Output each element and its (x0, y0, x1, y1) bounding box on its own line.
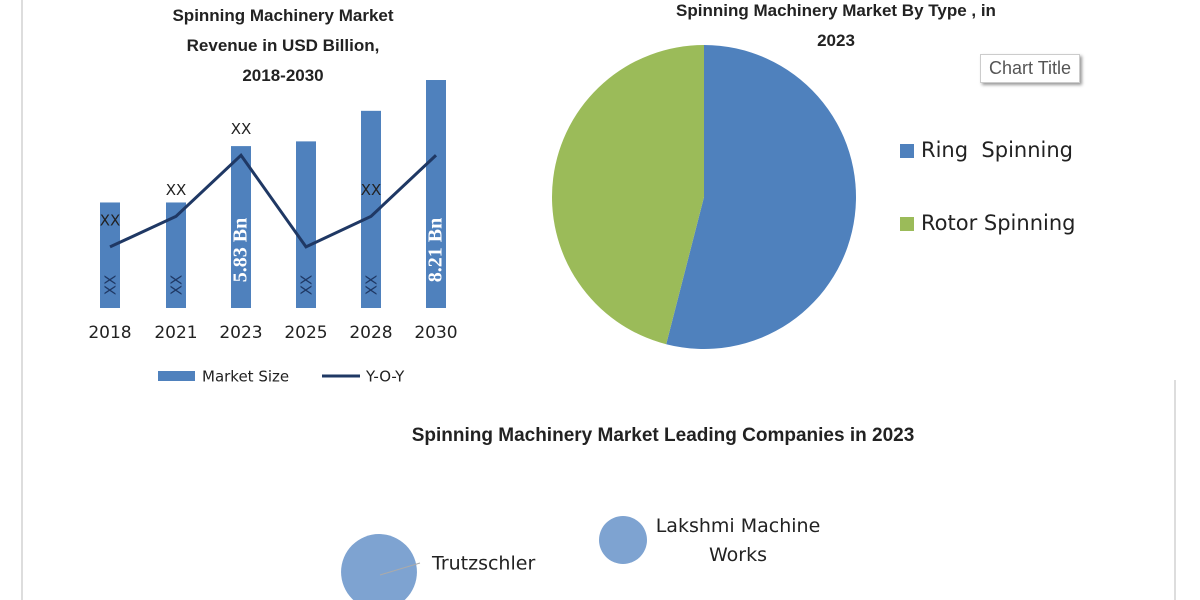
bar (166, 202, 186, 308)
leader-line (379, 562, 421, 576)
legend-swatch (900, 144, 914, 158)
data-label: 5.83 Bn (230, 218, 252, 282)
legend-label: Rotor Spinning (921, 211, 1075, 235)
legend-label: Market Size (202, 368, 289, 386)
chart-title: Spinning Machinery Market Revenue in USD … (172, 6, 393, 85)
bar (426, 80, 446, 308)
x-tick-label: 2025 (284, 323, 327, 343)
data-label: 8.21 Bn (425, 218, 447, 282)
bar (231, 146, 251, 308)
data-label: XX (298, 275, 316, 296)
legend-swatch (900, 217, 914, 231)
bar (361, 110, 381, 308)
bubble (341, 534, 417, 600)
bar (100, 202, 120, 308)
data-label: XX (102, 275, 120, 296)
data-label: XX (363, 275, 381, 296)
x-tick-label: 2021 (154, 323, 197, 343)
legend-swatch (158, 371, 195, 381)
pie-slice (552, 45, 704, 345)
data-label: XX (100, 211, 121, 229)
legend-label: Ring Spinning (921, 138, 1073, 162)
data-label: XX (168, 275, 186, 296)
x-tick-label: 2018 (88, 323, 131, 343)
chart-title-button[interactable]: Chart Title (980, 54, 1081, 83)
legend-label: Y-O-Y (365, 368, 405, 386)
bubble-label: Trutzschler (431, 553, 535, 575)
x-tick-label: 2023 (219, 323, 262, 343)
bubble (599, 516, 647, 564)
bubble-label: Lakshmi Machine Works (655, 515, 821, 566)
data-label: XX (231, 120, 252, 138)
pie-slice (666, 45, 857, 349)
chart-title: Spinning Machinery Market By Type , in 20… (676, 1, 996, 50)
line (109, 152, 438, 249)
data-label: XX (166, 181, 187, 199)
data-label: XX (361, 181, 382, 199)
chart-title: Spinning Machinery Market Leading Compan… (412, 425, 915, 446)
x-tick-label: 2028 (349, 323, 392, 343)
bar (296, 141, 316, 308)
x-tick-label: 2030 (414, 323, 457, 343)
